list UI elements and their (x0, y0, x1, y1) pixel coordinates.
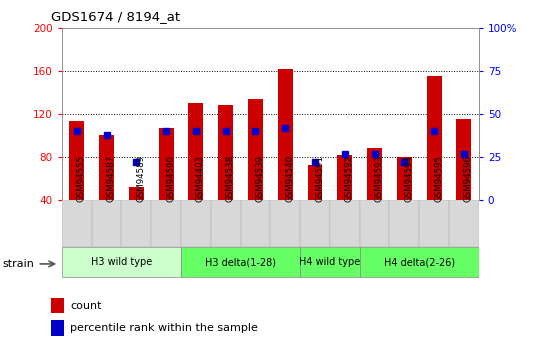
Bar (51, 320, 64, 336)
Bar (248, 99, 263, 200)
Bar (218, 105, 233, 200)
Bar (427, 76, 442, 200)
FancyBboxPatch shape (390, 200, 419, 247)
Bar (129, 187, 144, 200)
Text: H3 delta(1-28): H3 delta(1-28) (205, 257, 276, 267)
Text: percentile rank within the sample: percentile rank within the sample (70, 323, 258, 333)
Text: GSM94595: GSM94595 (434, 156, 443, 203)
Bar (188, 103, 203, 200)
FancyBboxPatch shape (449, 200, 479, 247)
Text: GSM94596: GSM94596 (464, 156, 473, 203)
FancyBboxPatch shape (240, 200, 270, 247)
Text: H4 wild type: H4 wild type (299, 257, 360, 267)
Bar (51, 298, 64, 313)
Bar (308, 165, 322, 200)
FancyBboxPatch shape (419, 200, 449, 247)
Text: GSM94591: GSM94591 (315, 156, 324, 203)
Text: strain: strain (3, 259, 34, 269)
Text: GDS1674 / 8194_at: GDS1674 / 8194_at (51, 10, 180, 23)
Text: H3 wild type: H3 wild type (91, 257, 152, 267)
Bar (159, 128, 174, 200)
Bar (456, 119, 471, 200)
Bar (69, 121, 84, 200)
FancyBboxPatch shape (62, 200, 91, 247)
FancyBboxPatch shape (151, 200, 181, 247)
Text: GSM94539: GSM94539 (256, 156, 265, 203)
Bar (397, 157, 412, 200)
FancyBboxPatch shape (91, 200, 122, 247)
Text: GSM94555: GSM94555 (77, 155, 86, 203)
Text: GSM94592: GSM94592 (345, 156, 354, 203)
Bar (99, 136, 114, 200)
Text: count: count (70, 300, 102, 310)
FancyBboxPatch shape (300, 247, 360, 277)
FancyBboxPatch shape (300, 200, 330, 247)
Text: GSM94590: GSM94590 (166, 156, 175, 203)
FancyBboxPatch shape (360, 247, 479, 277)
Text: GSM94589: GSM94589 (136, 156, 145, 203)
FancyBboxPatch shape (211, 200, 240, 247)
Text: GSM94593: GSM94593 (374, 156, 384, 203)
Text: H4 delta(2-26): H4 delta(2-26) (384, 257, 455, 267)
FancyBboxPatch shape (122, 200, 151, 247)
Text: GSM94538: GSM94538 (225, 155, 235, 203)
Bar (367, 148, 382, 200)
FancyBboxPatch shape (181, 247, 300, 277)
Text: GSM94403: GSM94403 (196, 155, 205, 203)
Text: GSM94587: GSM94587 (107, 155, 116, 203)
Bar (278, 69, 293, 200)
FancyBboxPatch shape (270, 200, 300, 247)
FancyBboxPatch shape (181, 200, 211, 247)
FancyBboxPatch shape (330, 200, 360, 247)
FancyBboxPatch shape (360, 200, 390, 247)
Text: GSM94540: GSM94540 (285, 155, 294, 203)
Text: GSM94594: GSM94594 (405, 156, 413, 203)
FancyBboxPatch shape (62, 247, 181, 277)
Bar (337, 155, 352, 200)
